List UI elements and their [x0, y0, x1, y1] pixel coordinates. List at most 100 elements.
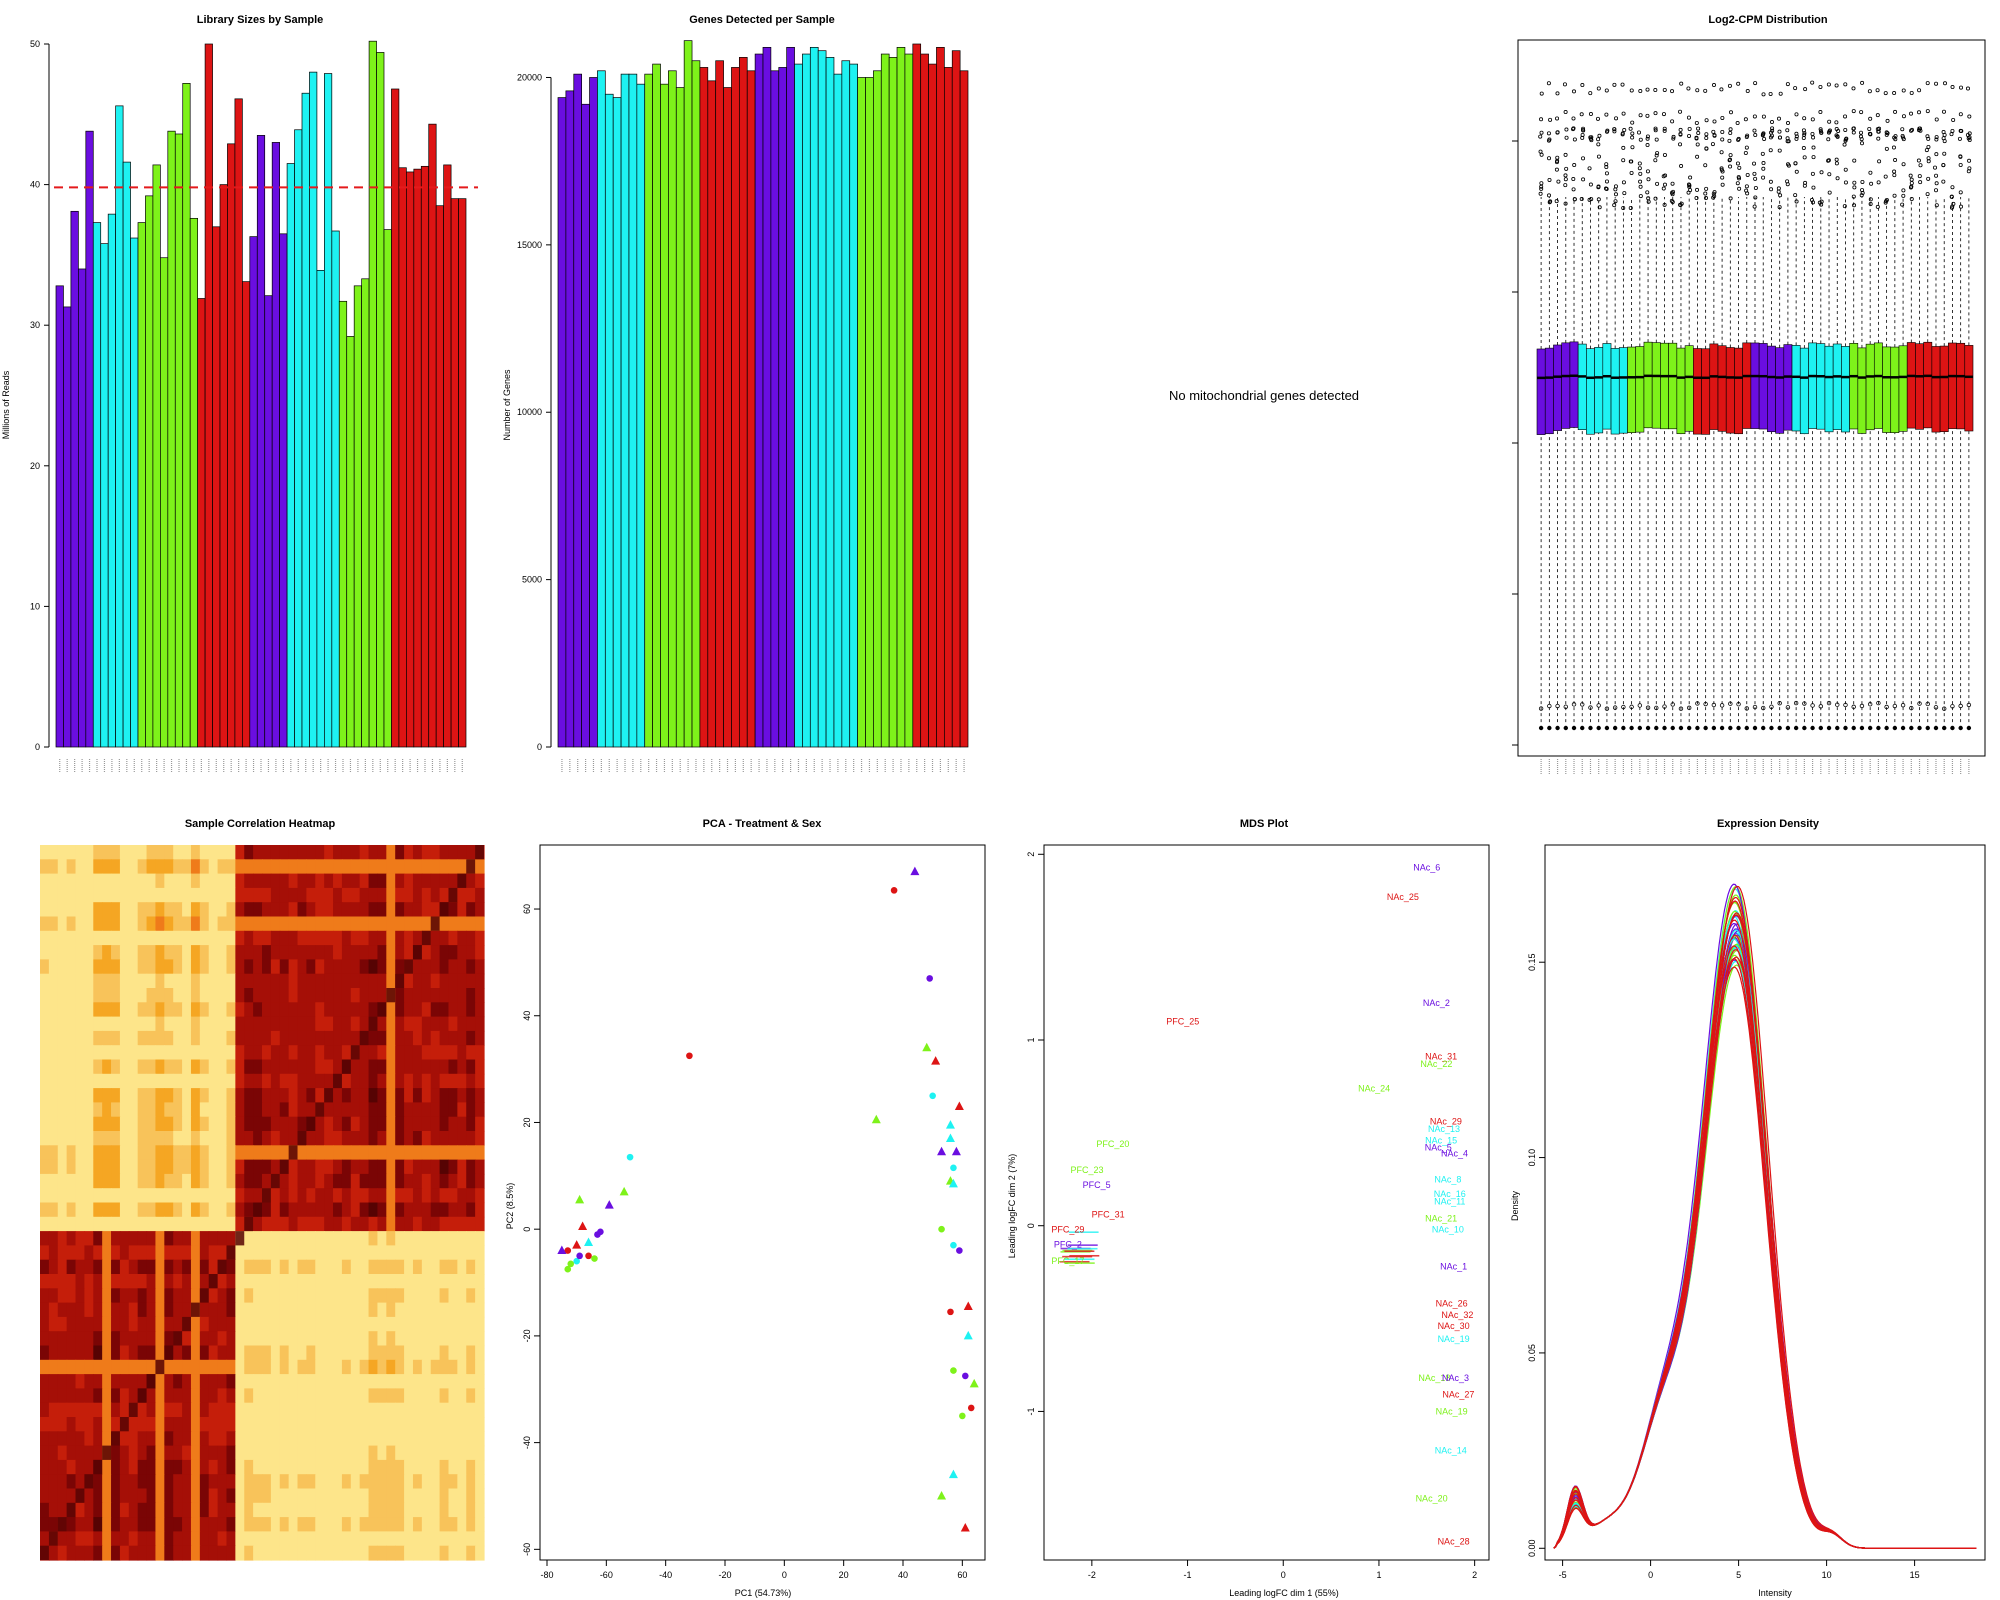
heatmap-cell: [182, 1188, 192, 1204]
heatmap-cell: [324, 930, 334, 946]
outlier-point: [1744, 725, 1749, 731]
heatmap-cell: [412, 1359, 423, 1375]
heatmap-cell: [430, 1030, 441, 1046]
mds-cluster-mark: [1067, 1244, 1098, 1246]
heatmap-cell: [288, 1474, 299, 1490]
heatmap-cell: [84, 1388, 94, 1404]
heatmap-cell: [244, 1274, 254, 1289]
heatmap-cell: [359, 1045, 370, 1061]
outlier-point: [1835, 702, 1840, 707]
outlier-point: [1687, 126, 1692, 131]
heatmap-cell: [57, 1030, 68, 1046]
heatmap-cell: [270, 1302, 281, 1318]
outlier-point: [1836, 128, 1841, 133]
outlier-point: [1917, 126, 1922, 131]
heatmap-cell: [386, 1245, 396, 1261]
heatmap-cell: [279, 1088, 290, 1103]
outlier-point: [1654, 725, 1659, 731]
heatmap-cell: [199, 1502, 210, 1518]
heatmap-cell: [412, 1131, 423, 1146]
heatmap-cell: [217, 1517, 228, 1532]
heatmap-cell: [315, 1359, 325, 1375]
outlier-point: [1736, 137, 1741, 142]
heatmap-cell: [226, 1016, 236, 1032]
heatmap-cell: [164, 945, 174, 960]
heatmap-cell: [439, 1059, 450, 1075]
heatmap-cell: [421, 1188, 432, 1204]
heatmap-cell: [102, 1131, 112, 1146]
heatmap-cell: [333, 1216, 343, 1232]
heatmap-cell: [377, 1030, 387, 1046]
heatmap-cell: [244, 959, 254, 975]
heatmap-cell: [137, 887, 148, 903]
heatmap-cell: [155, 930, 165, 946]
heatmap-cell: [217, 1016, 228, 1032]
heatmap-cell: [270, 916, 281, 932]
heatmap-cell: [333, 1488, 343, 1504]
heatmap-cell: [350, 930, 361, 946]
heatmap-cell: [208, 1388, 219, 1404]
heatmap-cell: [350, 959, 361, 975]
heatmap-cell: [306, 845, 316, 860]
pca-point-triangle: [954, 1101, 964, 1110]
outlier-point: [1941, 163, 1946, 168]
heatmap-cell: [217, 1488, 228, 1504]
heatmap-cell: [164, 1302, 174, 1318]
x-tick-label: -5: [1559, 1570, 1567, 1580]
heatmap-cell: [306, 1173, 316, 1189]
heatmap-cell: [111, 1216, 121, 1232]
outlier-point: [1563, 704, 1568, 710]
heatmap-cell: [324, 916, 334, 932]
heatmap-cell: [75, 1288, 85, 1304]
bar: [652, 63, 661, 748]
heatmap-cell: [333, 1474, 343, 1490]
heatmap-cell: [253, 1374, 263, 1389]
heatmap-cell: [111, 1474, 121, 1490]
heatmap-cell: [217, 1231, 228, 1246]
heatmap-cell: [359, 1316, 370, 1332]
heatmap-cell: [253, 1474, 263, 1490]
heatmap-cell: [226, 1216, 236, 1232]
outlier-point: [1925, 109, 1930, 114]
heatmap-cell: [66, 1517, 77, 1532]
heatmap-cell: [457, 1059, 467, 1075]
x-tick-label: -40: [659, 1570, 672, 1580]
heatmap-cell: [155, 1245, 165, 1261]
heatmap-cell: [430, 1502, 441, 1518]
heatmap-cell: [297, 1431, 307, 1447]
heatmap-cell: [404, 1288, 414, 1304]
heatmap-cell: [146, 1402, 157, 1418]
heatmap-cell: [217, 1216, 228, 1232]
heatmap-cell: [386, 1445, 396, 1461]
heatmap-cell: [421, 1445, 432, 1461]
heatmap-cell: [270, 1316, 281, 1332]
heatmap-cell: [93, 988, 103, 1003]
outlier-point: [1653, 88, 1658, 93]
heatmap-cell: [341, 1145, 352, 1161]
outlier-point: [1662, 128, 1667, 133]
heatmap-cell: [173, 1531, 183, 1547]
heatmap-cell: [217, 1131, 228, 1146]
heatmap-cell: [341, 1159, 352, 1175]
outlier-point: [1745, 172, 1750, 177]
outlier-point: [1564, 135, 1569, 140]
outlier-point: [1827, 128, 1832, 133]
heatmap-cell: [297, 1030, 307, 1046]
mds-cluster-mark: [1064, 1250, 1095, 1253]
heatmap-cell: [279, 887, 290, 903]
heatmap-cell: [137, 1531, 148, 1547]
bar: [249, 236, 258, 748]
heatmap-cell: [457, 1102, 467, 1118]
heatmap-cell: [315, 1045, 325, 1061]
heatmap-cell: [235, 988, 245, 1003]
heatmap-cell: [421, 1459, 432, 1475]
heatmap-cell: [173, 1231, 183, 1246]
heatmap-cell: [359, 1059, 370, 1075]
heatmap-cell: [395, 1288, 405, 1304]
mds-sample-label: NAc_14: [1435, 1445, 1467, 1455]
heatmap-cell: [57, 1216, 68, 1232]
heatmap-cell: [350, 1188, 361, 1204]
heatmap-cell: [137, 1259, 148, 1275]
heatmap-cell: [93, 1045, 103, 1061]
density-curve: [1553, 943, 1977, 1549]
